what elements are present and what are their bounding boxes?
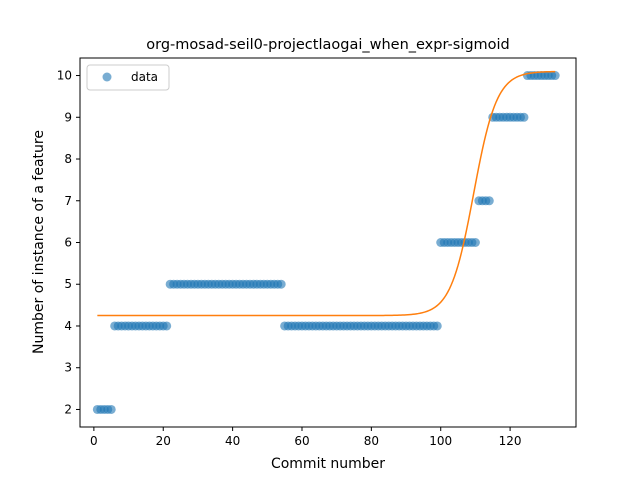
data-point <box>162 321 172 331</box>
x-tick-label: 100 <box>429 434 452 448</box>
plot-frame <box>79 57 577 428</box>
x-axis-label: Commit number <box>271 456 385 472</box>
chart-title: org-mosad-seil0-projectlaogai_when_expr-… <box>146 37 510 53</box>
data-point <box>550 71 560 81</box>
ticks: 0 20 40 60 80 100 120 2 3 4 5 6 7 8 9 10 <box>57 69 522 448</box>
data-point <box>106 404 116 414</box>
legend-label-data: data <box>131 70 158 84</box>
data-point <box>484 196 494 206</box>
y-tick-label: 3 <box>64 361 72 375</box>
y-tick-label: 2 <box>64 402 72 416</box>
y-tick-label: 4 <box>64 319 72 333</box>
sigmoid-fit-line <box>97 70 556 317</box>
plot-area <box>92 70 560 414</box>
x-tick-label: 60 <box>294 434 309 448</box>
y-axis-label: Number of instance of a feature <box>31 130 47 354</box>
y-tick-label: 9 <box>64 110 72 124</box>
x-tick-label: 120 <box>499 434 522 448</box>
y-tick-label: 7 <box>64 194 72 208</box>
legend-box <box>86 64 170 91</box>
data-point <box>432 321 442 331</box>
x-tick-label: 40 <box>225 434 240 448</box>
y-tick-label: 5 <box>64 277 72 291</box>
legend: data <box>86 64 170 91</box>
data-point <box>519 112 529 122</box>
y-tick-label: 6 <box>64 236 72 250</box>
data-point <box>276 279 286 289</box>
y-tick-label: 10 <box>57 69 72 83</box>
x-tick-label: 20 <box>156 434 171 448</box>
legend-marker-data <box>102 72 112 82</box>
y-tick-label: 8 <box>64 152 72 166</box>
data-point <box>470 238 480 247</box>
x-tick-label: 0 <box>90 434 98 448</box>
x-tick-label: 80 <box>364 434 379 448</box>
